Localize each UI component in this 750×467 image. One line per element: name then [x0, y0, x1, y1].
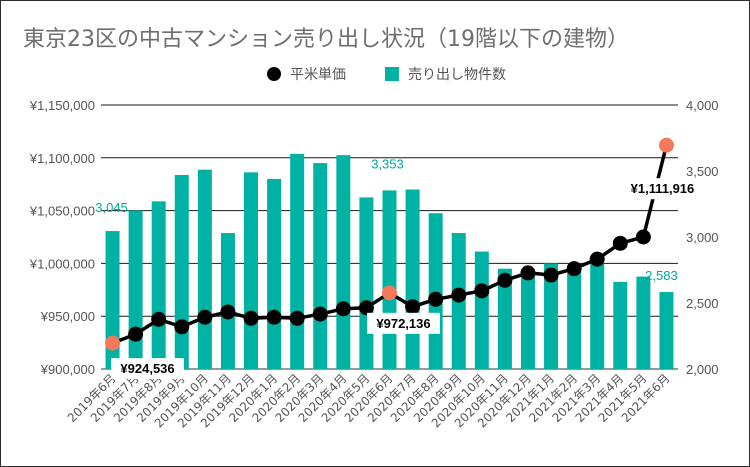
line-point [520, 265, 536, 281]
bar [544, 263, 559, 369]
bar [290, 153, 305, 369]
highlight-point [382, 285, 397, 301]
left-tick-label: ¥1,150,000 [29, 98, 95, 113]
bar-value-label: 2,583 [645, 268, 678, 283]
line-point [405, 299, 421, 315]
bar [267, 178, 282, 369]
bar [497, 268, 512, 369]
chart-title: 東京23区の中古マンション売り出し状況（19階以下の建物） [23, 27, 629, 52]
line-point [543, 267, 559, 283]
bar [659, 292, 674, 369]
bar [336, 155, 351, 369]
bar [405, 189, 420, 369]
bar [359, 197, 374, 369]
legend-bar-marker [385, 67, 399, 81]
right-tick-label: 4,000 [686, 98, 719, 113]
bar [220, 233, 235, 369]
bar [105, 231, 120, 369]
line-point [612, 235, 628, 251]
left-tick-label: ¥1,050,000 [29, 204, 95, 219]
legend: 平米単価 売り出し物件数 [267, 67, 506, 83]
legend-bar-label: 売り出し物件数 [408, 67, 506, 83]
line-point [451, 287, 467, 303]
line-point [312, 306, 328, 322]
price-value-label: ¥1,111,916 [631, 181, 695, 196]
bar [174, 174, 189, 369]
price-value-label: ¥972,136 [376, 316, 430, 331]
bar [128, 210, 143, 369]
highlight-point [105, 335, 121, 351]
price-value-label: ¥924,536 [120, 361, 174, 376]
bar [428, 213, 443, 369]
left-axis-ticks: ¥900,000 ¥950,000 ¥1,000,000 ¥1,050,000 ¥1,1… [29, 98, 95, 377]
bar [567, 268, 582, 369]
right-tick-label: 3,500 [686, 164, 719, 179]
data-labels: 3,045 3,353 2,583 ¥924,536 ¥972,136 ¥1,111,91… [95, 156, 707, 380]
line-point [589, 251, 605, 267]
price-label-bg [367, 312, 440, 334]
left-tick-label: ¥1,000,000 [29, 256, 95, 271]
line-point [151, 311, 167, 327]
highlight-point [658, 137, 674, 153]
bar [636, 276, 651, 369]
bar-value-label: 3,353 [371, 156, 404, 171]
left-tick-label: ¥900,000 [40, 362, 95, 377]
line-point [335, 301, 351, 317]
left-tick-label: ¥950,000 [40, 309, 95, 324]
bar [313, 163, 328, 369]
line-point [266, 309, 282, 325]
bar [197, 169, 212, 369]
left-tick-label: ¥1,100,000 [29, 151, 95, 166]
right-tick-label: 2,000 [686, 362, 719, 377]
right-tick-label: 3,000 [686, 230, 719, 245]
bar [613, 281, 628, 369]
bar [590, 263, 605, 369]
price-line [105, 137, 674, 351]
line-point [243, 310, 259, 326]
legend-line-marker [267, 67, 281, 81]
line-point [428, 291, 444, 307]
bar [382, 190, 397, 369]
line-point [635, 229, 651, 245]
line-point [566, 261, 582, 277]
line-point [497, 272, 513, 288]
line-point [358, 300, 374, 316]
bar [244, 172, 259, 369]
price-label-bg [111, 358, 184, 380]
line-point [289, 310, 305, 326]
x-axis-ticks: 2019年6月2019年7月2019年8月2019年9月2019年10月2019… [65, 371, 673, 430]
right-axis-ticks: 2,000 2,500 3,000 3,500 4,000 [686, 98, 719, 377]
line-point [220, 304, 236, 320]
bar-value-label: 3,045 [95, 200, 128, 215]
line-point [128, 326, 144, 342]
line-point [174, 319, 190, 335]
bar [151, 201, 166, 369]
right-tick-label: 2,500 [686, 296, 719, 311]
price-label-bg [618, 178, 707, 200]
bar [474, 251, 489, 369]
line-point [197, 309, 213, 325]
line-point [474, 283, 490, 299]
legend-line-label: 平米単価 [290, 67, 346, 83]
bar [520, 276, 535, 369]
